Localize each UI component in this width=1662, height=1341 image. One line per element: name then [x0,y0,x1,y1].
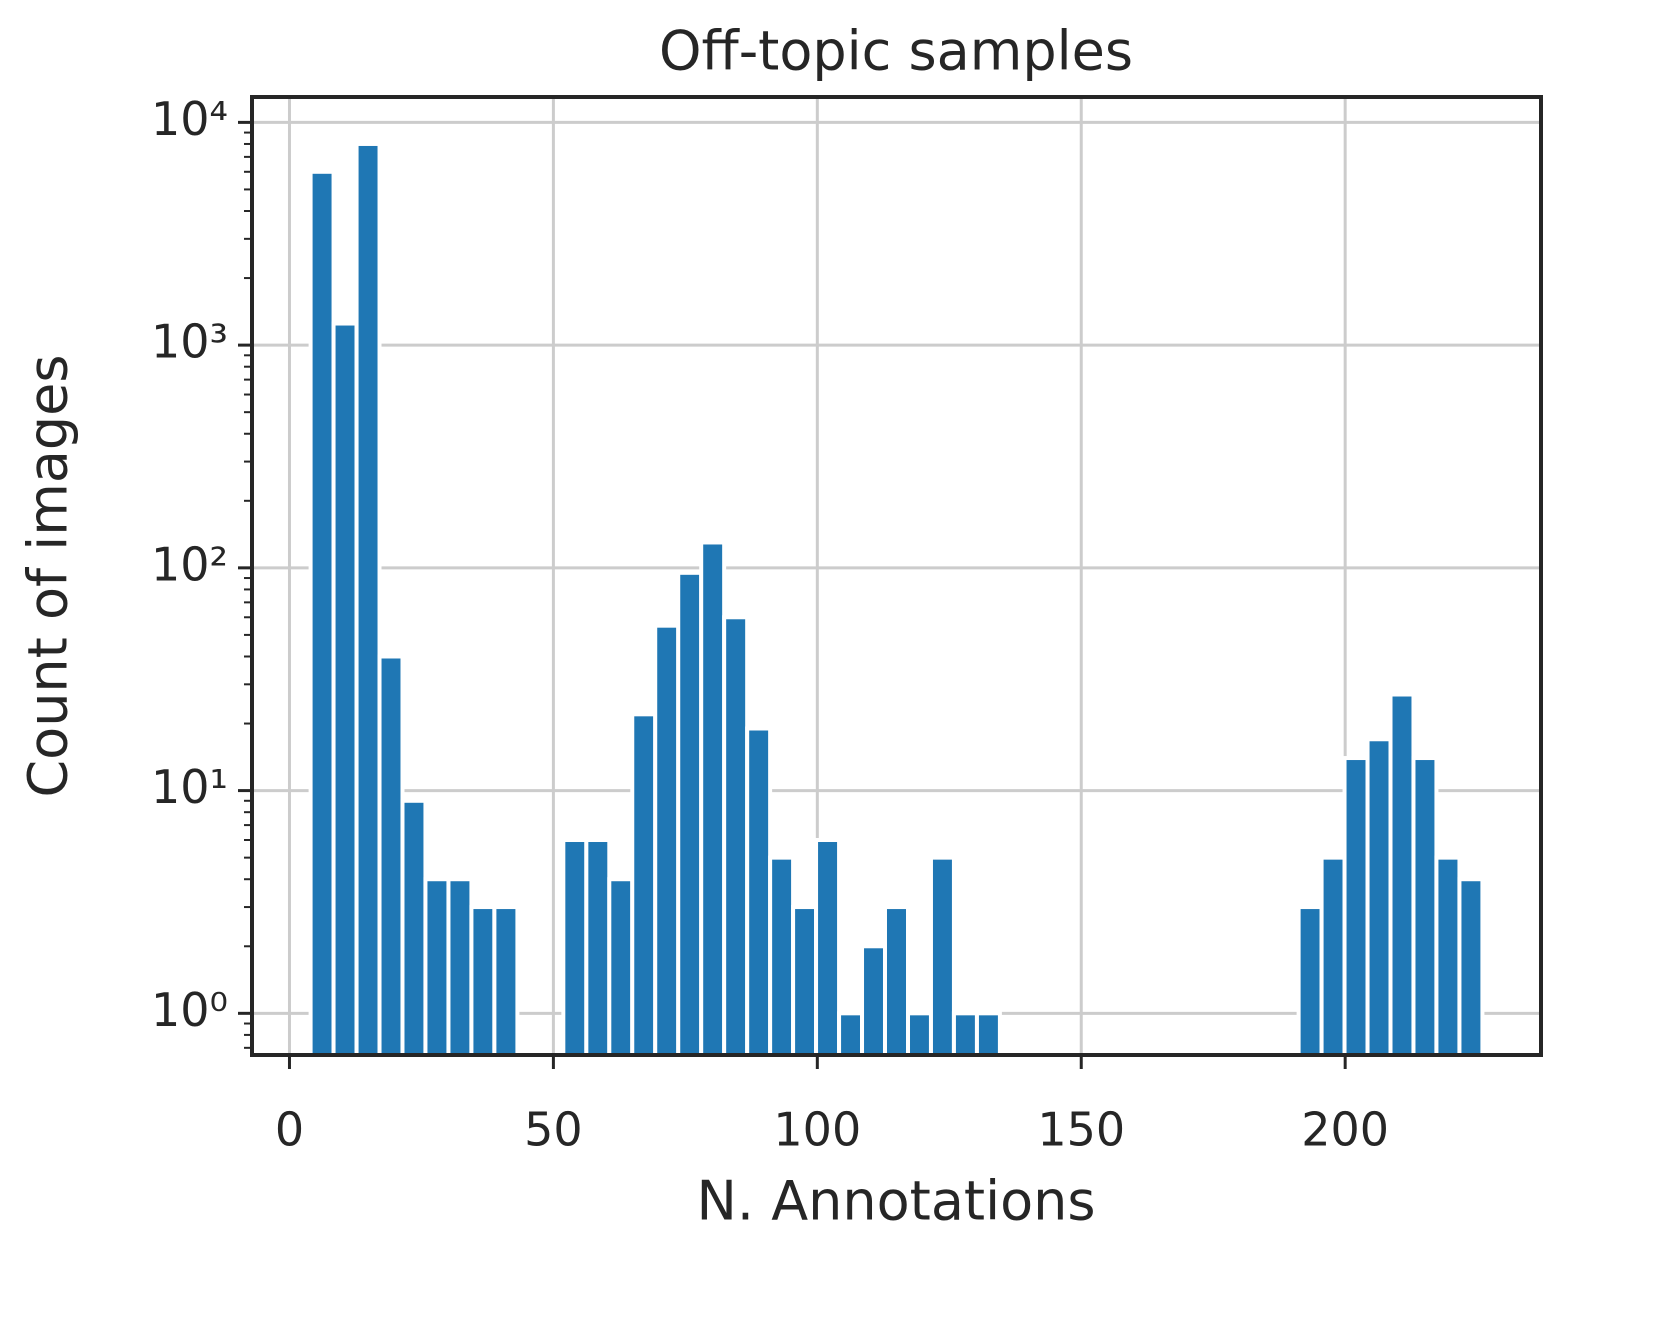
bar [768,855,796,1055]
bar [906,1011,933,1055]
bar [607,877,635,1055]
y-axis-label: Count of images [17,354,80,797]
bar [653,623,681,1055]
x-tick-label: 150 [1037,1103,1125,1157]
y-tick-label: 10¹ [151,760,228,814]
y-tick-label: 10⁰ [151,983,228,1037]
bar [974,1011,1002,1055]
x-axis-label: N. Annotations [697,1170,1096,1233]
bar [1365,737,1393,1055]
bar [584,838,612,1055]
bar [377,654,405,1055]
x-tick-label: 100 [773,1103,861,1157]
bar [400,798,428,1055]
y-tick-label: 10³ [151,315,228,369]
bar [1411,756,1439,1055]
bar [492,905,520,1055]
chart-title: Off-topic samples [659,20,1133,83]
y-tick-label: 10⁴ [151,92,228,146]
x-tick-label: 200 [1301,1103,1389,1157]
bar [308,169,336,1055]
axes-frame [250,95,1543,1057]
bar [331,321,359,1055]
bar [630,712,658,1055]
plot-area [252,97,1541,1055]
bar [722,615,750,1055]
bar [699,540,727,1055]
bar [1342,756,1370,1055]
bar [928,855,956,1055]
bar [354,141,382,1055]
bar [1319,855,1347,1055]
bar [837,1011,865,1055]
bar [469,905,497,1055]
bar [1457,877,1485,1055]
bar [882,905,911,1055]
y-tick-label: 10² [151,537,228,591]
bar [791,905,819,1055]
bar [1434,855,1462,1055]
bar [423,877,451,1055]
bar [1296,905,1324,1055]
bar [745,726,773,1055]
x-tick-label: 0 [275,1103,304,1157]
bar [1388,692,1416,1055]
bar [860,944,887,1055]
bar [814,838,842,1055]
bar [951,1011,979,1055]
x-tick-label: 50 [524,1103,583,1157]
bar [446,877,474,1055]
bar [561,838,589,1055]
bar [676,570,704,1055]
